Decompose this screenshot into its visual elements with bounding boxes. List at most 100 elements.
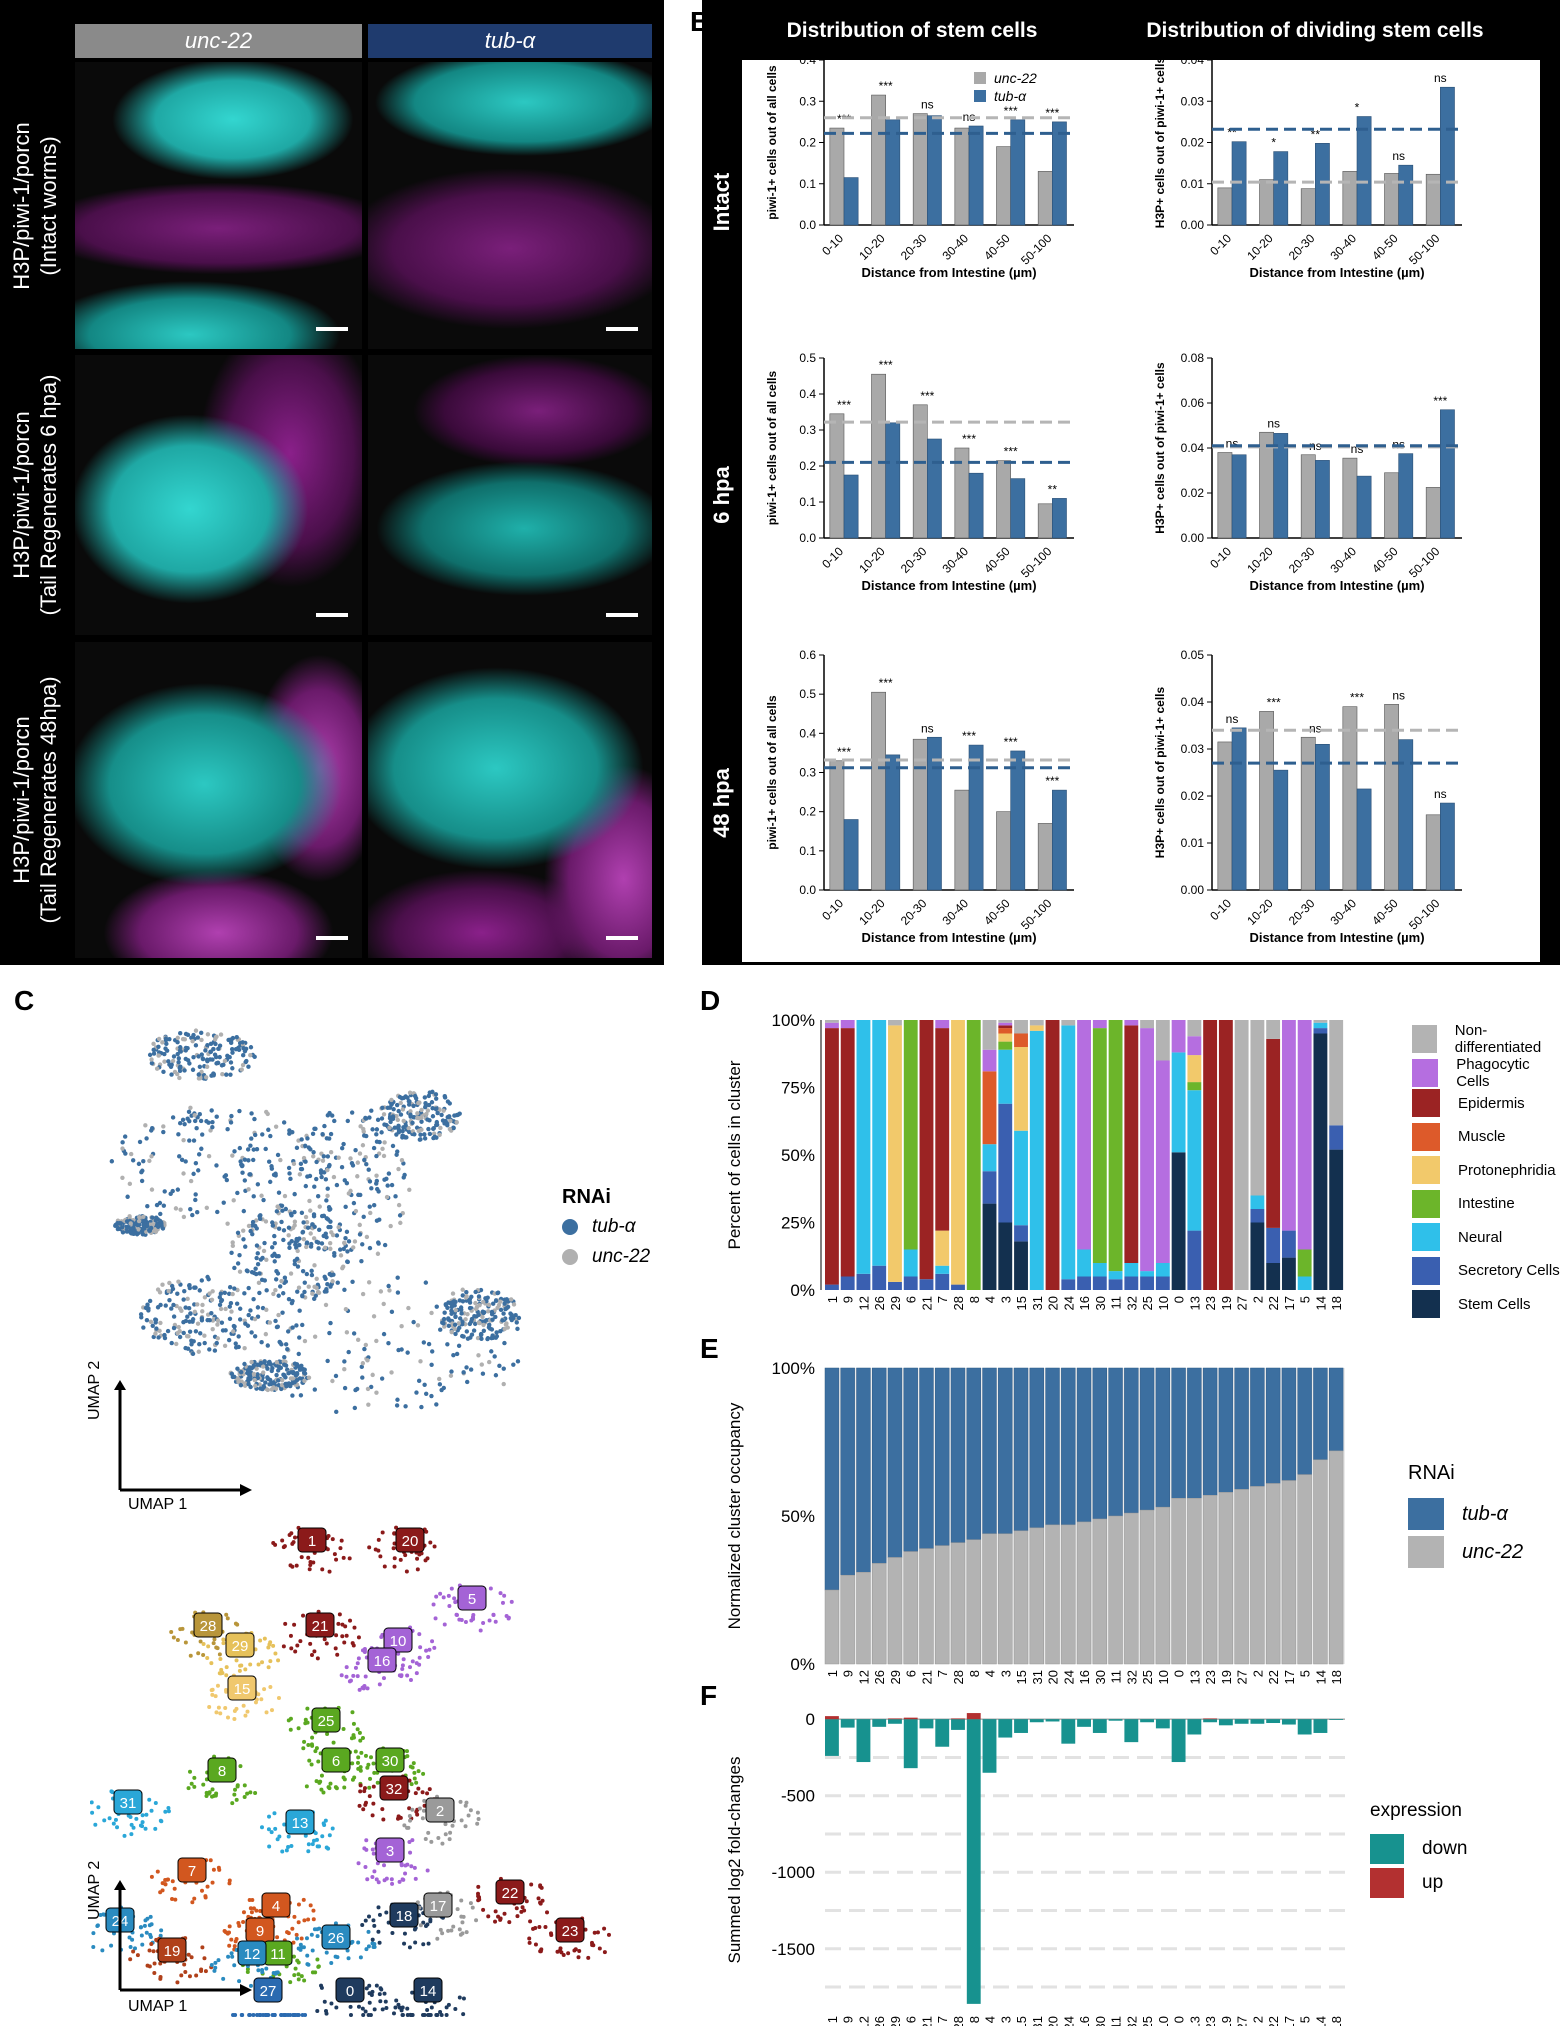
umap-point xyxy=(279,1219,284,1225)
cluster-point xyxy=(371,1801,376,1806)
bar-unc22 xyxy=(1037,503,1053,539)
stack-segment xyxy=(998,1103,1013,1223)
cluster-point xyxy=(262,1636,267,1641)
umap-point xyxy=(302,1378,307,1384)
cluster-point xyxy=(366,1914,371,1919)
cluster-point xyxy=(355,1661,360,1666)
bar-tub xyxy=(1273,151,1289,226)
cluster-point xyxy=(408,1677,413,1682)
cluster-label-box xyxy=(555,1917,585,1943)
umap-point xyxy=(389,1309,395,1315)
x-tick-label: 2 xyxy=(1250,1296,1265,1303)
umap-point xyxy=(230,1240,235,1245)
umap-point xyxy=(404,1135,409,1140)
cluster-point xyxy=(393,2005,398,2010)
umap-point xyxy=(170,1058,176,1064)
bar-tub xyxy=(1010,750,1026,891)
legend-label-tub: tub-α xyxy=(994,88,1027,104)
stack-segment xyxy=(1092,1020,1107,1029)
umap-point xyxy=(253,1383,258,1389)
umap-point xyxy=(450,1291,456,1296)
umap-point xyxy=(276,1312,281,1318)
umap-point xyxy=(285,1347,290,1352)
x-tick-label: 28 xyxy=(951,1296,966,1310)
cluster-label: 15 xyxy=(234,1681,251,1698)
stack-segment xyxy=(1155,1020,1170,1061)
bar-tub xyxy=(1265,1367,1281,1484)
cluster-point xyxy=(327,1833,332,1838)
umap-point xyxy=(200,1309,205,1314)
cluster-point xyxy=(309,1653,314,1658)
cluster-point xyxy=(371,1918,376,1923)
stack-segment xyxy=(856,1020,871,1274)
umap-point xyxy=(195,1302,200,1307)
umap-point xyxy=(282,1354,287,1360)
umap-point xyxy=(156,1044,161,1049)
umap-point xyxy=(328,1131,334,1137)
bar-down xyxy=(982,1719,997,1773)
significance-label: ns xyxy=(1309,721,1322,735)
umap-point xyxy=(491,1301,496,1306)
umap-point xyxy=(328,1224,333,1230)
umap-point xyxy=(109,1159,115,1164)
umap-point xyxy=(156,1335,161,1340)
cluster-point xyxy=(361,2013,366,2017)
cluster-point xyxy=(186,1786,191,1791)
cluster-point xyxy=(366,1929,371,1934)
significance-label: *** xyxy=(1433,394,1447,408)
significance-label: *** xyxy=(1004,735,1018,749)
x-tick-label: 16 xyxy=(1077,1670,1092,1684)
cluster-point xyxy=(474,1918,479,1923)
cluster-point xyxy=(377,1682,382,1687)
umap-point xyxy=(422,1095,428,1100)
cluster-point xyxy=(414,1809,419,1814)
cluster-point xyxy=(313,1749,318,1754)
legend-item-intestine: Intestine xyxy=(1412,1189,1515,1218)
umap-point xyxy=(453,1331,458,1337)
umap-point xyxy=(270,1220,275,1225)
umap-point xyxy=(190,1067,196,1072)
cluster-point xyxy=(408,1818,413,1823)
stack-segment xyxy=(998,1025,1013,1029)
cluster-point xyxy=(216,1958,221,1963)
cluster-point xyxy=(324,2011,329,2016)
umap-point xyxy=(328,1246,333,1251)
umap-point xyxy=(238,1306,243,1311)
cluster-point xyxy=(312,1649,317,1654)
cluster-point xyxy=(301,1897,306,1902)
cluster-point xyxy=(273,1651,278,1656)
umap-point xyxy=(273,1277,279,1282)
cluster-point xyxy=(392,1556,397,1561)
umap-point xyxy=(232,1286,237,1291)
umap-point xyxy=(139,1178,145,1184)
cluster-point xyxy=(372,1923,377,1928)
cluster-point xyxy=(242,1794,247,1799)
umap-point xyxy=(174,1341,179,1347)
cluster-label: 22 xyxy=(502,1885,519,1902)
cluster-point xyxy=(356,1635,361,1640)
y-tick-label: 0.02 xyxy=(1181,486,1205,500)
umap-point xyxy=(221,1200,226,1205)
umap-point xyxy=(355,1337,361,1343)
umap-point xyxy=(423,1280,429,1285)
umap-point xyxy=(227,1055,232,1060)
umap-point xyxy=(363,1342,369,1348)
cluster-point xyxy=(279,2013,284,2017)
bar-tub xyxy=(919,1367,934,1549)
bar-unc22 xyxy=(1297,1474,1312,1665)
y-tick-label: 0.1 xyxy=(799,844,816,858)
stack-segment xyxy=(982,1144,997,1172)
significance-label: ns xyxy=(1434,787,1447,801)
umap-point xyxy=(415,1115,420,1121)
cluster-point xyxy=(294,1932,299,1937)
bar-unc22 xyxy=(903,1551,918,1665)
bar-tub xyxy=(840,1367,855,1576)
x-tick-label: 24 xyxy=(1061,2016,1076,2026)
umap-point xyxy=(223,1306,228,1312)
x-tick-label: 6 xyxy=(904,2016,919,2023)
stack-segment xyxy=(998,1028,1013,1034)
cluster-point xyxy=(463,1824,468,1829)
cluster-point xyxy=(356,1861,361,1866)
cluster-point xyxy=(361,1807,366,1812)
y-tick-label: 0.02 xyxy=(1181,136,1205,150)
